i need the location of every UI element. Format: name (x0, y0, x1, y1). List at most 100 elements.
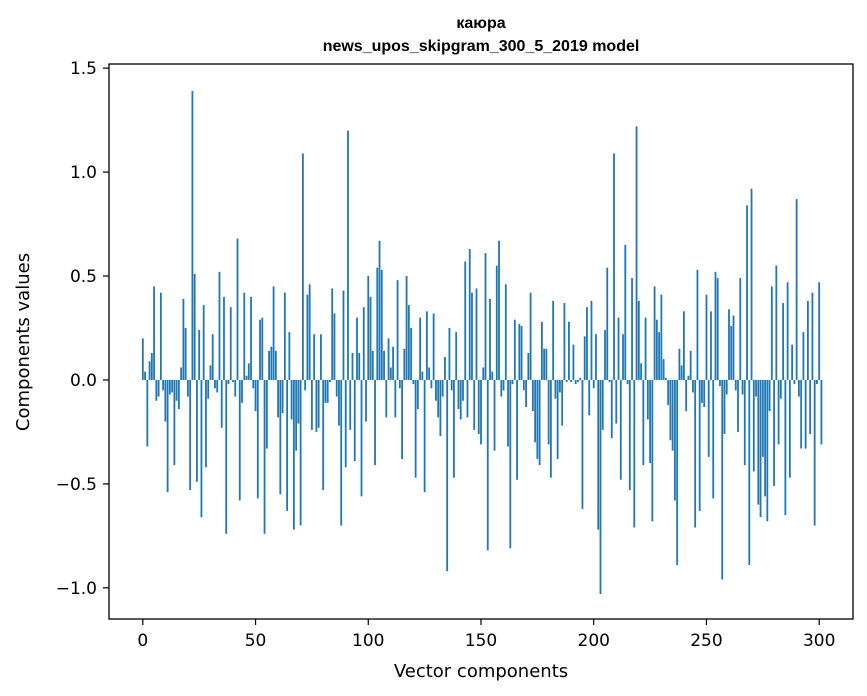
bar (444, 357, 446, 380)
bar (716, 278, 719, 380)
bar (311, 379, 313, 430)
bar (486, 379, 489, 551)
bar (446, 379, 449, 572)
bar (770, 286, 773, 380)
bar (331, 288, 334, 380)
bar (757, 379, 760, 505)
bar (157, 379, 160, 397)
bar (394, 379, 397, 418)
bar (601, 379, 604, 430)
bar (559, 379, 561, 393)
bar (419, 317, 422, 380)
bar (299, 379, 302, 526)
bar (168, 379, 171, 395)
bar (177, 379, 180, 410)
bar (795, 199, 798, 380)
bar (340, 379, 343, 526)
bar (202, 305, 205, 380)
bar (748, 379, 751, 565)
bar (441, 379, 444, 397)
bar (313, 334, 316, 380)
bar (764, 379, 766, 497)
bar (509, 379, 512, 549)
bar (223, 296, 225, 380)
bar (414, 379, 417, 478)
bar (211, 334, 214, 380)
bar (347, 130, 349, 380)
bar (525, 379, 527, 407)
bar (439, 379, 442, 437)
bar (450, 379, 453, 391)
bar (324, 379, 327, 403)
bar (270, 346, 273, 380)
bar (232, 379, 234, 383)
bar (464, 261, 467, 380)
y-axis-label: Components values (13, 253, 34, 431)
bar (462, 379, 464, 401)
bar (480, 379, 482, 445)
bar (358, 352, 361, 380)
x-tick-label: 150 (465, 631, 497, 651)
bar (527, 352, 530, 380)
bar (759, 379, 762, 518)
bar (205, 379, 207, 468)
bar (254, 379, 257, 412)
bar (356, 317, 358, 380)
bar (277, 379, 279, 418)
bar (430, 379, 433, 389)
bar (401, 379, 403, 459)
bar (520, 325, 523, 380)
bar (159, 292, 162, 380)
bar (633, 379, 636, 528)
bar (252, 379, 255, 389)
bar (283, 292, 286, 380)
bar (448, 327, 451, 380)
bar (150, 352, 153, 380)
bar (295, 379, 298, 451)
bar (710, 311, 712, 380)
bar (768, 379, 771, 412)
bar (568, 321, 570, 380)
bar (613, 153, 615, 380)
bar (642, 379, 645, 466)
bar (737, 379, 739, 432)
bar (816, 379, 818, 385)
bar (153, 286, 155, 380)
bar (685, 379, 688, 412)
bar (536, 379, 539, 459)
bar (583, 336, 586, 380)
bar (200, 379, 203, 518)
bar (705, 294, 708, 380)
bar (671, 379, 674, 451)
bar (689, 350, 692, 380)
bar (189, 379, 192, 491)
bar (367, 276, 370, 380)
bar (155, 379, 158, 401)
bar (750, 188, 753, 380)
bar (563, 303, 566, 380)
bar (471, 292, 473, 380)
bar (477, 379, 480, 434)
bar (660, 294, 663, 380)
bar (241, 379, 243, 403)
bar (574, 379, 577, 385)
y-tick-label: 0.0 (70, 371, 97, 391)
bar (608, 379, 611, 383)
bar (455, 332, 458, 380)
bar (322, 379, 325, 491)
bar (683, 311, 685, 380)
bar (547, 379, 550, 445)
bar (437, 379, 440, 418)
bar (207, 379, 210, 399)
bar (793, 379, 796, 385)
bar (721, 379, 724, 580)
bar (592, 379, 595, 389)
bar (606, 267, 609, 380)
bar (570, 379, 573, 383)
bar (214, 379, 216, 389)
bar (425, 311, 428, 380)
bar (250, 296, 252, 380)
bar (301, 153, 304, 380)
bar (385, 379, 388, 418)
bar (491, 371, 494, 380)
